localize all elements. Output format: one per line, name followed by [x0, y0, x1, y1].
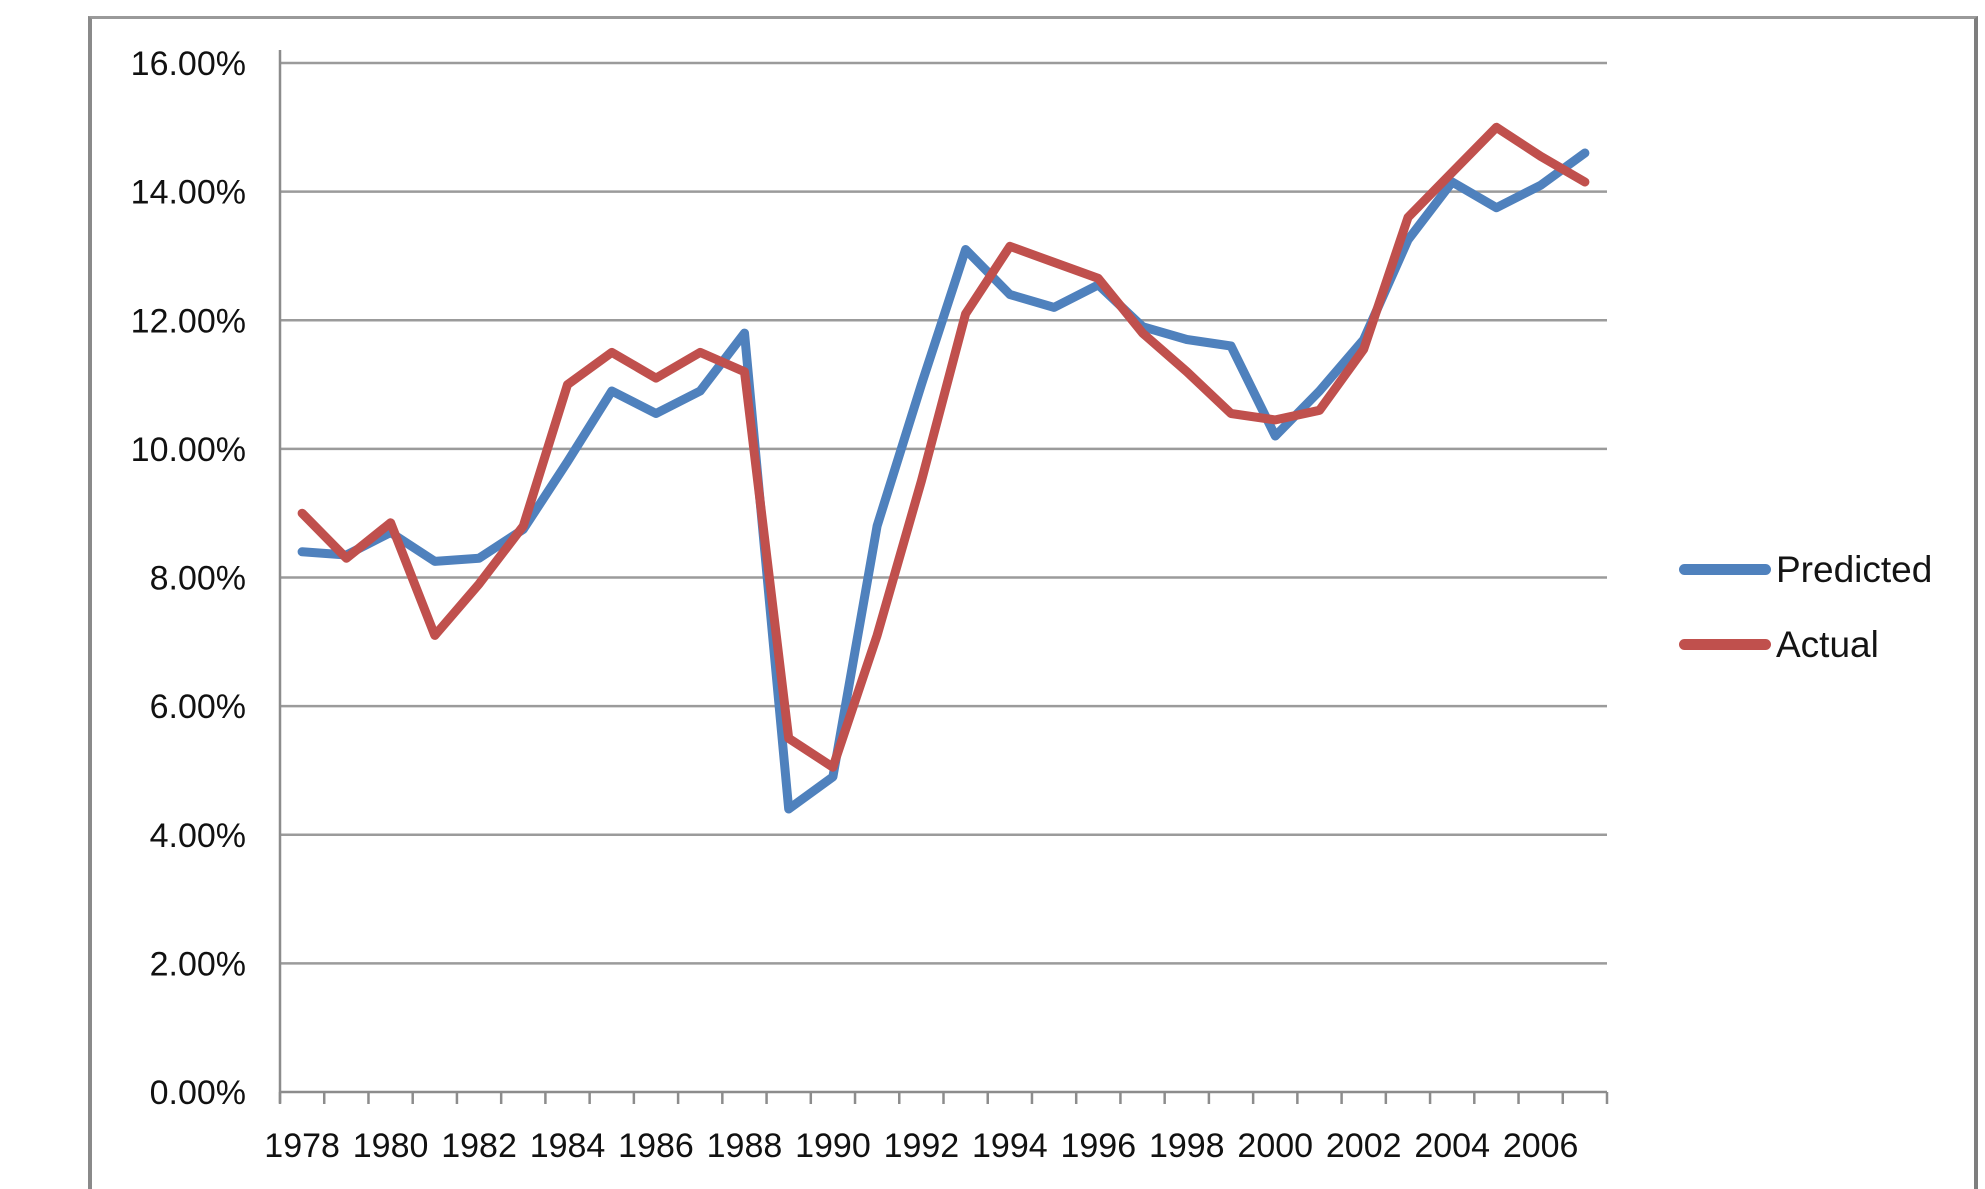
y-axis-tick-label: 16.00%	[131, 45, 246, 83]
y-axis-tick-label: 8.00%	[150, 560, 246, 598]
x-axis-tick-label: 1996	[1060, 1127, 1136, 1165]
x-axis-tick-label: 2004	[1414, 1127, 1490, 1165]
y-axis-tick-label: 0.00%	[150, 1074, 246, 1112]
series-line-actual	[297, 122, 1590, 772]
y-axis-tick-label: 12.00%	[131, 302, 246, 340]
y-axis-tick-label: 6.00%	[150, 688, 246, 726]
y-axis-tick-label: 14.00%	[131, 174, 246, 212]
y-axis-tick-label: 10.00%	[131, 431, 246, 469]
y-axis-tick-label: 4.00%	[150, 817, 246, 855]
legend-label-actual: Actual	[1776, 624, 1879, 665]
chart-area-border	[88, 16, 1978, 1189]
x-axis-tick-label: 1992	[884, 1127, 960, 1165]
y-axis-tick-label: 2.00%	[150, 945, 246, 983]
x-axis-tick-label: 2006	[1503, 1127, 1579, 1165]
x-axis-tick-label: 1994	[972, 1127, 1048, 1165]
x-axis-tick-label: 1978	[264, 1127, 340, 1165]
x-axis-tick-label: 1988	[707, 1127, 783, 1165]
x-axis-tick-label: 1998	[1149, 1127, 1225, 1165]
x-axis-tick-label: 1990	[795, 1127, 871, 1165]
legend-label-predicted: Predicted	[1776, 549, 1933, 590]
legend-swatch-predicted	[1679, 564, 1771, 575]
x-axis-tick-label: 2002	[1326, 1127, 1402, 1165]
x-axis-tick-label: 1982	[441, 1127, 517, 1165]
legend-swatch-actual	[1679, 639, 1771, 650]
x-axis-tick-label: 1980	[353, 1127, 429, 1165]
x-axis-tick-label: 1986	[618, 1127, 694, 1165]
x-axis-tick-label: 1984	[530, 1127, 606, 1165]
x-axis-tick-label: 2000	[1237, 1127, 1313, 1165]
